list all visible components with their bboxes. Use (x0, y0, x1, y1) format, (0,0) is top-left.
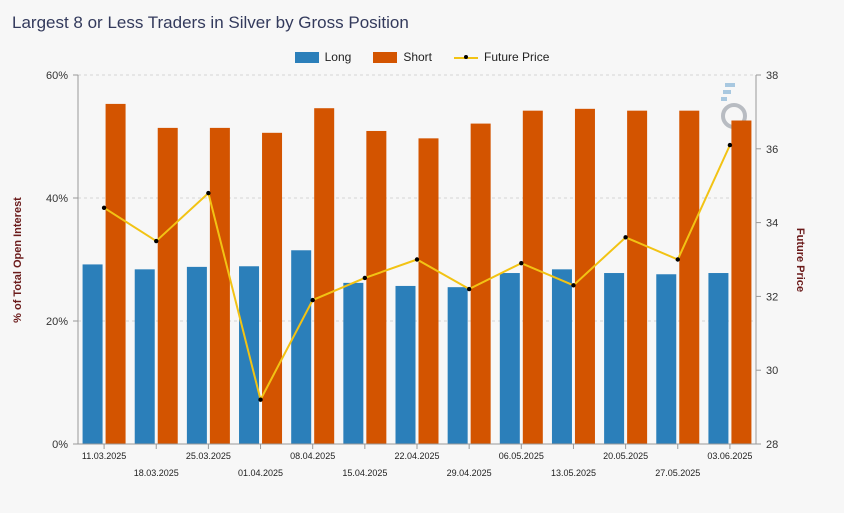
x-tick-label: 01.04.2025 (238, 468, 283, 478)
y-tick-label-left: 60% (46, 70, 68, 82)
future-price-point (414, 257, 420, 262)
bar-long (708, 273, 729, 444)
future-price-point (154, 238, 159, 244)
y-tick-label-right: 34 (766, 218, 778, 230)
legend-swatch-short (373, 51, 398, 63)
bar-short (105, 103, 126, 444)
legend-swatch-future-price (454, 52, 479, 63)
bar-long (499, 273, 520, 444)
future-price-point (258, 397, 263, 402)
legend-swatch-long (294, 51, 319, 63)
x-tick-label: 27.05.2025 (655, 468, 700, 478)
future-price-point (466, 286, 472, 292)
future-price-point (101, 205, 107, 211)
bar-short (157, 127, 178, 444)
x-tick-label: 25.03.2025 (186, 451, 231, 461)
bar-long (82, 264, 103, 444)
future-price-line (101, 142, 733, 403)
x-tick-label: 08.04.2025 (290, 451, 335, 461)
future-price-point (623, 235, 628, 240)
x-tick-label: 06.05.2025 (499, 451, 544, 461)
x-tick-label: 15.04.2025 (342, 468, 387, 478)
x-tick-label: 20.05.2025 (603, 451, 648, 461)
bar-long (395, 285, 416, 444)
bar-short (418, 138, 439, 444)
bar-long (343, 282, 364, 444)
bar-long (447, 287, 468, 444)
bar-short (574, 108, 595, 444)
bar-short (262, 132, 283, 444)
bar-long (134, 269, 155, 444)
y-tick-label-right: 28 (766, 439, 778, 451)
future-price-point (519, 260, 524, 266)
x-tick-label: 11.03.2025 (82, 451, 126, 461)
x-tick-label: 18.03.2025 (134, 468, 179, 478)
bar-short (366, 130, 387, 444)
y-tick-label-right: 32 (766, 291, 778, 303)
x-tick-label: 03.06.2025 (707, 451, 752, 461)
future-price-point (675, 257, 680, 262)
axes: 0% 20% 40% 60% 28 30 32 34 36 38 11.03.2025 18.03.2… (46, 70, 778, 478)
bar-long (186, 266, 207, 444)
future-price-point (362, 275, 368, 281)
legend: Long Short Future Price (0, 50, 844, 64)
grid-lines (78, 74, 756, 322)
bar-short (679, 110, 700, 445)
bar-short (314, 108, 335, 445)
bar-long (291, 250, 312, 444)
bar-long (656, 274, 677, 444)
future-price-point (571, 283, 576, 288)
legend-item-future-price[interactable]: Future Price (454, 50, 549, 64)
legend-label-long: Long (324, 50, 352, 64)
y-tick-label-left: 20% (46, 316, 68, 328)
chart-title: Largest 8 or Less Traders in Silver by G… (12, 13, 409, 32)
bar-short (522, 110, 543, 445)
y-axis-title-right: Future Price (794, 228, 806, 292)
y-tick-label-right: 30 (766, 365, 778, 377)
legend-item-short[interactable]: Short (373, 50, 432, 64)
y-axis-title-left: % of Total Open Interest (12, 197, 24, 323)
future-price-point (727, 142, 733, 148)
y-tick-label-right: 38 (766, 70, 778, 82)
future-price-point (206, 190, 211, 196)
bar-long (604, 273, 625, 444)
legend-item-long[interactable]: Long (294, 50, 352, 64)
bar-short (731, 120, 752, 444)
y-tick-label-right: 36 (766, 144, 778, 156)
x-tick-label: 29.04.2025 (447, 468, 492, 478)
x-tick-label: 13.05.2025 (551, 468, 596, 478)
bar-long (551, 269, 572, 444)
bar-short (627, 110, 648, 445)
legend-label-short: Short (403, 50, 433, 64)
bars (82, 103, 752, 445)
legend-label-future-price: Future Price (484, 50, 550, 64)
y-tick-label-left: 40% (46, 193, 68, 205)
future-price-point (310, 297, 315, 303)
bar-short (209, 127, 230, 444)
x-tick-label: 22.04.2025 (394, 451, 439, 461)
y-tick-label-left: 0% (52, 439, 68, 451)
